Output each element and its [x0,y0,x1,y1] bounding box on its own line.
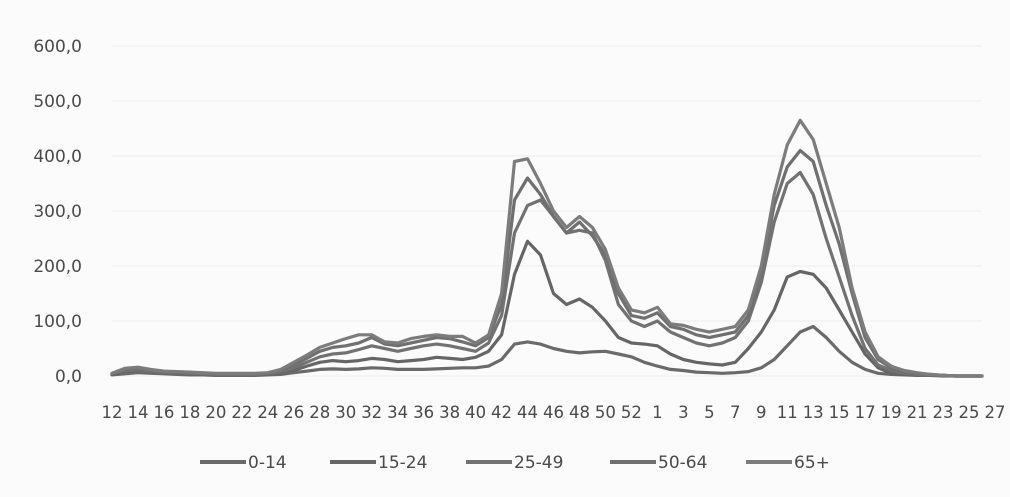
legend-label: 0-14 [248,453,287,473]
x-tick-label: 36 [413,403,434,422]
x-tick-label: 12 [102,403,123,422]
x-tick-label: 14 [127,403,148,422]
x-tick-label: 30 [335,403,356,422]
x-tick-label: 44 [517,403,538,422]
x-tick-label: 9 [756,403,767,422]
x-tick-label: 5 [704,403,715,422]
x-tick-label: 11 [777,403,798,422]
x-tick-label: 3 [678,403,689,422]
x-tick-label: 27 [984,403,1005,422]
x-tick-label: 48 [569,403,590,422]
x-tick-label: 34 [387,403,408,422]
legend-label: 15-24 [378,453,427,473]
series-lines [110,118,984,378]
x-tick-label: 24 [257,403,278,422]
y-tick-label: 500,0 [33,92,82,112]
legend-label: 65+ [794,453,830,473]
y-tick-label: 0,0 [55,367,82,387]
legend: 0-14 15-24 25-49 50-64 65+ [200,453,830,473]
x-tick-label: 15 [829,403,850,422]
x-tick-label: 16 [153,403,174,422]
series-line-50-64 [110,148,984,378]
y-axis-ticks: 0,0 100,0 200,0 300,0 400,0 500,0 600,0 [33,37,82,387]
x-tick-label: 26 [283,403,304,422]
y-tick-label: 400,0 [33,147,82,167]
x-tick-label: 17 [855,403,876,422]
legend-label: 25-49 [514,453,563,473]
x-tick-label: 1 [652,403,663,422]
x-tick-label: 23 [933,403,954,422]
y-tick-label: 200,0 [33,257,82,277]
x-tick-label: 18 [179,403,200,422]
y-tick-label: 300,0 [33,202,82,222]
x-tick-label: 13 [803,403,824,422]
x-tick-label: 50 [595,403,616,422]
series-line-65+ [110,118,984,378]
x-tick-label: 19 [881,403,902,422]
x-tick-label: 22 [231,403,252,422]
legend-label: 50-64 [658,453,707,473]
x-tick-label: 25 [959,403,980,422]
x-tick-label: 7 [730,403,741,422]
x-tick-label: 21 [907,403,928,422]
x-tick-label: 38 [439,403,460,422]
x-tick-label: 40 [465,403,486,422]
x-tick-label: 42 [491,403,512,422]
series-line-15-24 [110,239,984,378]
grid-layer [112,45,982,377]
x-tick-label: 28 [309,403,330,422]
y-tick-label: 600,0 [33,37,82,57]
y-tick-label: 100,0 [33,312,82,332]
x-tick-label: 46 [543,403,564,422]
x-tick-label: 32 [361,403,382,422]
x-axis-ticks: 12 14 16 18 20 22 24 26 28 30 32 34 36 38 40 42 44 46 48 50… [102,403,1006,422]
x-tick-label: 52 [621,403,642,422]
x-tick-label: 20 [205,403,226,422]
